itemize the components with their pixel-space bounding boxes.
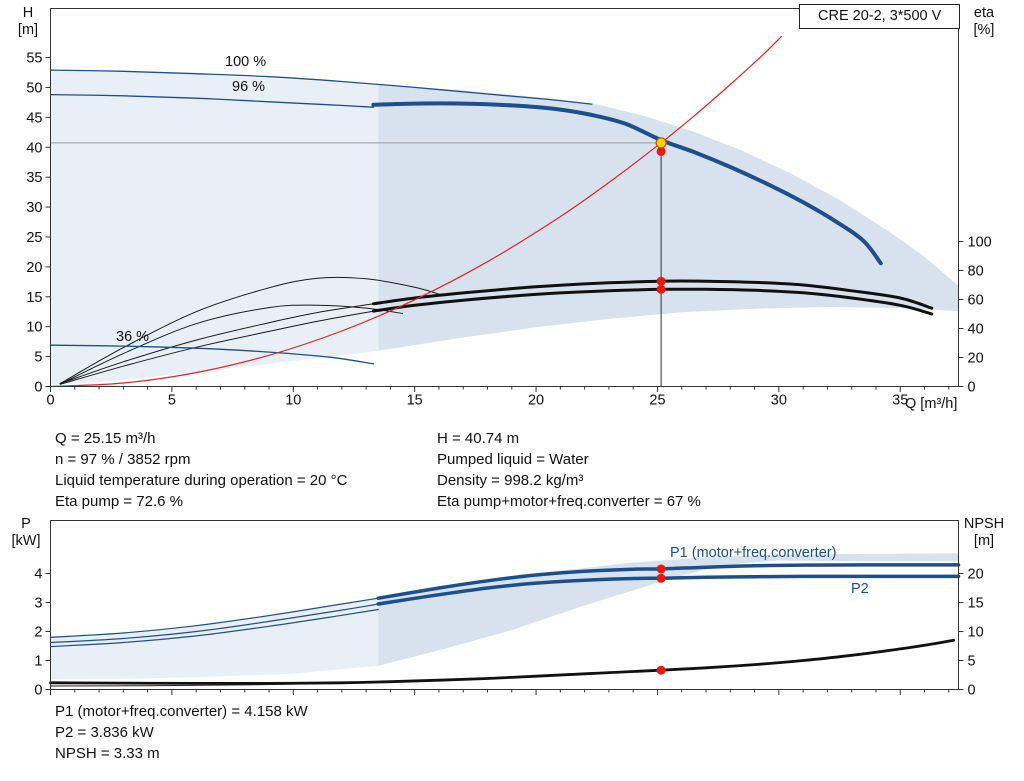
h-axis-label-line2: [m] xyxy=(17,22,39,38)
p1-duty-curve xyxy=(376,563,961,600)
y-tick-right-label: 15 xyxy=(968,596,984,612)
plot-frame xyxy=(50,520,959,690)
eta-rise-curve-1 xyxy=(59,303,374,385)
y-tick-left-label: 2 xyxy=(34,625,42,641)
x-tick-label: 35 xyxy=(892,393,908,409)
p1-thin-curve-2 xyxy=(49,603,379,644)
power-npsh-chart[interactable]: 0 1 2 3 4 0 5 10 15 20 xyxy=(0,514,1024,706)
y-tick-right-label: 40 xyxy=(968,321,984,337)
p1-thin-curve-3 xyxy=(49,608,379,648)
y-tick-right-label: 0 xyxy=(968,380,976,396)
p1-value-text: P1 (motor+freq.converter) = 4.158 kW xyxy=(55,703,308,720)
power-envelope-right xyxy=(378,553,959,666)
density-text: Density = 998.2 kg/m³ xyxy=(437,472,584,489)
y-tick-left-label: 10 xyxy=(26,320,42,336)
p2-value-text: P2 = 3.836 kW xyxy=(55,724,154,741)
pump-designation-box: CRE 20-2, 3*500 V xyxy=(799,4,961,29)
x-tick-label: 30 xyxy=(771,393,787,409)
npsh-point xyxy=(656,665,666,675)
p-axis-label-line2: [kW] xyxy=(11,533,41,549)
pumped-liquid-text: Pumped liquid = Water xyxy=(437,451,589,468)
operating-envelope-left xyxy=(50,70,379,386)
x-tick-label: 10 xyxy=(285,393,301,409)
speed-curve-100pct xyxy=(49,69,593,105)
speed-curve-96pct xyxy=(49,93,375,108)
speed-label-96pct: 96 % xyxy=(232,79,266,95)
y-tick-right-label: 5 xyxy=(968,654,976,670)
speed-curve-36pct xyxy=(49,344,375,365)
y-tick-left-label: 5 xyxy=(34,350,42,366)
eta-total-point xyxy=(656,284,666,294)
y-tick-left-label: 20 xyxy=(26,260,42,276)
y-tick-left-label: 15 xyxy=(26,290,42,306)
q-axis-label: Q [m³/h] xyxy=(905,396,958,412)
eta-total-text: Eta pump+motor+freq.converter = 67 % xyxy=(437,493,701,510)
plot-frame xyxy=(50,8,959,387)
p2-duty-curve xyxy=(376,574,961,606)
y-tick-left-label: 0 xyxy=(34,380,42,396)
x-tick-label: 25 xyxy=(649,393,665,409)
y-tick-left-label: 40 xyxy=(26,140,42,156)
y-tick-right-label: 0 xyxy=(968,683,976,699)
npsh-value-text: NPSH = 3.33 m xyxy=(55,745,160,762)
y-tick-left-label: 3 xyxy=(34,596,42,612)
power-envelope-left xyxy=(50,598,379,680)
duty-head-text: H = 40.74 m xyxy=(437,430,520,447)
p-axis-label: P [kW] xyxy=(4,516,48,550)
eta-axis-label-line2: [%] xyxy=(973,22,995,38)
speed-label-100pct: 100 % xyxy=(225,54,267,70)
y-tick-left-label: 35 xyxy=(26,170,42,186)
y-tick-left-label: 0 xyxy=(34,683,42,699)
npsh-axis-label-line2: [m] xyxy=(973,533,995,549)
x-tick-label: 15 xyxy=(407,393,423,409)
eta-axis-label: eta [%] xyxy=(962,5,1006,39)
y-tick-right-label: 60 xyxy=(968,292,984,308)
y-tick-right-label: 20 xyxy=(968,567,984,583)
y-tick-left-label: 50 xyxy=(26,80,42,96)
p2-point xyxy=(656,573,666,583)
eta-rise-curve-2 xyxy=(59,310,374,385)
p1-curve-label: P1 (motor+freq.converter) xyxy=(670,545,837,561)
duty-flow-text: Q = 25.15 m³/h xyxy=(55,430,156,447)
y-tick-right-label: 20 xyxy=(968,350,984,366)
y-tick-left-label: 45 xyxy=(26,110,42,126)
duty-point xyxy=(655,137,667,149)
duty-point-shadow xyxy=(656,146,666,156)
operating-envelope-right xyxy=(378,85,959,351)
system-curve xyxy=(49,36,782,388)
duty-info-left: Q = 25.15 m³/h n = 97 % / 3852 rpm Liqui… xyxy=(55,428,347,512)
p1-point xyxy=(656,564,666,574)
h-axis-label: H [m] xyxy=(8,5,48,39)
h-axis-label-line1: H xyxy=(22,5,34,21)
p2-curve-label: P2 xyxy=(851,581,869,597)
eta-arc-curve-2 xyxy=(59,304,403,385)
eta-pump-point xyxy=(656,276,666,286)
y-tick-left-label: 1 xyxy=(34,654,42,670)
x-tick-label: 20 xyxy=(528,393,544,409)
x-tick-label: 0 xyxy=(46,393,54,409)
y-tick-left-label: 4 xyxy=(34,567,42,583)
y-tick-right-label: 10 xyxy=(968,625,984,641)
power-info: P1 (motor+freq.converter) = 4.158 kW P2 … xyxy=(55,701,308,764)
speed-label-36pct: 36 % xyxy=(116,329,150,345)
duty-info-right: H = 40.74 m Pumped liquid = Water Densit… xyxy=(437,428,701,512)
npsh-axis-label: NPSH [m] xyxy=(956,516,1012,550)
p-axis-label-line1: P xyxy=(21,516,31,532)
npsh-curve xyxy=(49,638,955,685)
head-capacity-chart[interactable]: 0 5 10 15 20 25 30 35 0 5 10 15 20 25 30 35 40 45 50 55 0 20 4… xyxy=(0,0,1024,418)
y-tick-right-label: 100 xyxy=(968,234,992,250)
p1-thin-curve-1 xyxy=(49,597,379,638)
duty-speed-text: n = 97 % / 3852 rpm xyxy=(55,451,191,468)
y-tick-right-label: 80 xyxy=(968,263,984,279)
y-tick-left-label: 30 xyxy=(26,200,42,216)
x-tick-label: 5 xyxy=(168,393,176,409)
eta-pump-text: Eta pump = 72.6 % xyxy=(55,493,183,510)
liquid-temperature-text: Liquid temperature during operation = 20… xyxy=(55,472,348,489)
eta-axis-label-line1: eta xyxy=(973,5,995,21)
y-tick-left-label: 55 xyxy=(26,51,42,67)
npsh-axis-label-line1: NPSH xyxy=(963,516,1005,532)
y-tick-left-label: 25 xyxy=(26,230,42,246)
